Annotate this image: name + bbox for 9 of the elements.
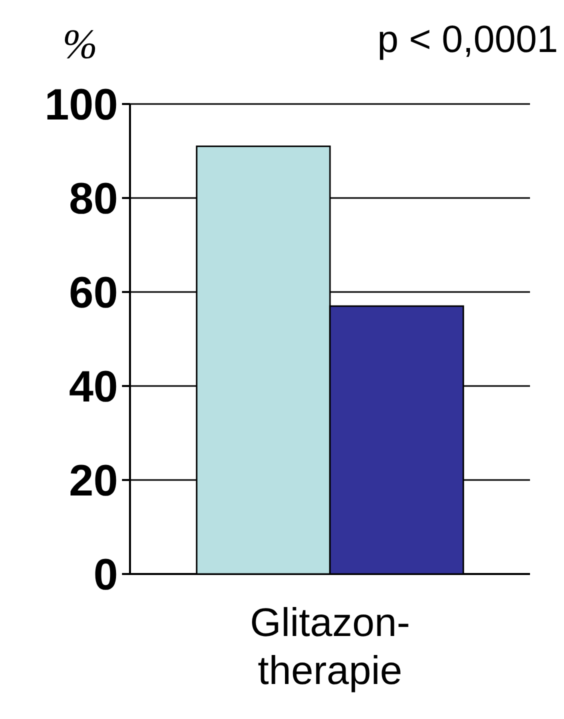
y-tick-label: 100	[44, 80, 118, 130]
y-tick-label: 20	[69, 456, 118, 506]
y-tick-label: 60	[69, 268, 118, 318]
y-tick-label: 80	[69, 174, 118, 224]
x-tick-label: Glitazon-therapie	[250, 601, 410, 693]
y-tick-label: 0	[94, 550, 118, 600]
y-tick-label: 40	[69, 362, 118, 412]
y-axis-title: %	[62, 22, 98, 68]
text: p < 0,0001	[377, 19, 558, 61]
